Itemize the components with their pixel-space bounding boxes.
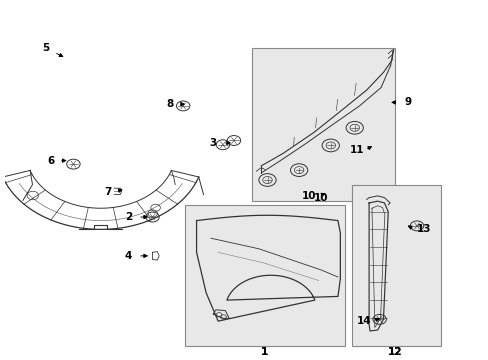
Text: 2: 2	[124, 212, 132, 222]
Text: 4: 4	[124, 251, 132, 261]
Text: 12: 12	[387, 347, 402, 357]
Bar	[251, 48, 395, 201]
Text: 11: 11	[349, 145, 364, 155]
Text: 5: 5	[42, 43, 49, 53]
Text: 6: 6	[48, 156, 55, 166]
Text: 8: 8	[166, 99, 174, 109]
Text: 1: 1	[261, 347, 268, 357]
Bar	[351, 185, 440, 346]
Text: 14: 14	[356, 316, 371, 326]
Text: 1: 1	[261, 347, 268, 357]
Text: 10: 10	[313, 193, 328, 203]
Text: 9: 9	[404, 98, 411, 107]
Text: 3: 3	[209, 138, 217, 148]
Bar	[184, 205, 345, 346]
Text: 13: 13	[416, 224, 430, 234]
Text: 12: 12	[387, 347, 402, 357]
Text: 7: 7	[104, 187, 111, 197]
Text: 10: 10	[301, 191, 316, 201]
